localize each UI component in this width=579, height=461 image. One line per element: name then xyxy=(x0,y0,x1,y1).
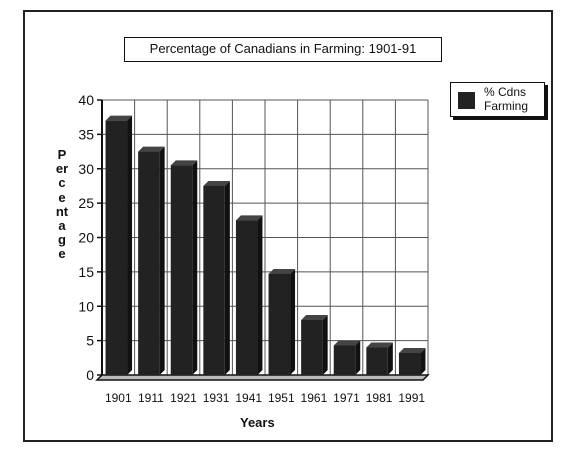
y-tick-label: 15 xyxy=(78,264,94,280)
bar-top xyxy=(398,348,426,353)
legend-label-line2: Farming xyxy=(484,99,529,113)
bar xyxy=(203,185,225,375)
bar-top xyxy=(268,268,296,274)
x-tick-label: 1961 xyxy=(301,391,328,405)
x-axis-label: Years xyxy=(240,415,275,430)
legend-label: % Cdns Farming xyxy=(484,85,528,113)
x-tick-label: 1971 xyxy=(333,391,360,405)
bar xyxy=(301,320,323,375)
bar-side xyxy=(192,160,198,375)
x-tick-label: 1941 xyxy=(235,391,262,405)
y-tick-label: 35 xyxy=(78,126,94,142)
bar-top xyxy=(138,146,165,152)
bar-top xyxy=(105,115,133,121)
y-tick-label: 30 xyxy=(78,161,94,177)
y-tick-label: 40 xyxy=(78,92,94,108)
x-axis-floor xyxy=(95,374,430,381)
chart-title: Percentage of Canadians in Farming: 1901… xyxy=(124,37,442,62)
y-tick-label: 25 xyxy=(78,195,94,211)
bar-side xyxy=(159,146,165,375)
bar xyxy=(170,165,193,375)
x-tick-label: 1911 xyxy=(138,391,164,405)
y-tick-label: 20 xyxy=(78,230,94,246)
bar xyxy=(105,120,128,375)
bar-side xyxy=(290,268,296,375)
bar xyxy=(333,345,356,375)
bar xyxy=(138,151,160,375)
bar-top xyxy=(301,315,328,320)
bar-top xyxy=(333,340,361,346)
x-tick-label: 1951 xyxy=(268,391,295,405)
bar xyxy=(398,353,421,375)
x-tick-label: 1931 xyxy=(203,391,230,405)
y-tick-label: 0 xyxy=(86,367,94,383)
x-tick-label: 1991 xyxy=(398,391,425,405)
bar-side xyxy=(224,180,230,375)
y-tick-label: 10 xyxy=(78,298,94,314)
x-tick-label: 1981 xyxy=(366,391,393,405)
bar xyxy=(235,220,258,375)
bar-top xyxy=(203,180,230,186)
bar-top xyxy=(235,215,263,221)
bar-side xyxy=(420,348,426,375)
bar xyxy=(366,347,388,375)
bar-side xyxy=(387,342,393,375)
legend-label-line1: % Cdns xyxy=(484,85,527,99)
y-tick-label: 5 xyxy=(86,333,94,349)
legend: % Cdns Farming xyxy=(450,82,545,117)
bar-side xyxy=(355,340,361,375)
bar-top xyxy=(366,342,393,348)
x-tick-label: 1901 xyxy=(105,391,132,405)
bar xyxy=(268,273,291,375)
x-tick-label: 1921 xyxy=(170,391,197,405)
bar-side xyxy=(257,215,263,375)
y-axis-label: Percentage xyxy=(55,147,69,262)
legend-swatch xyxy=(458,92,475,109)
bar-side xyxy=(127,115,133,375)
bar-side xyxy=(322,315,328,375)
bar-top xyxy=(170,160,198,166)
